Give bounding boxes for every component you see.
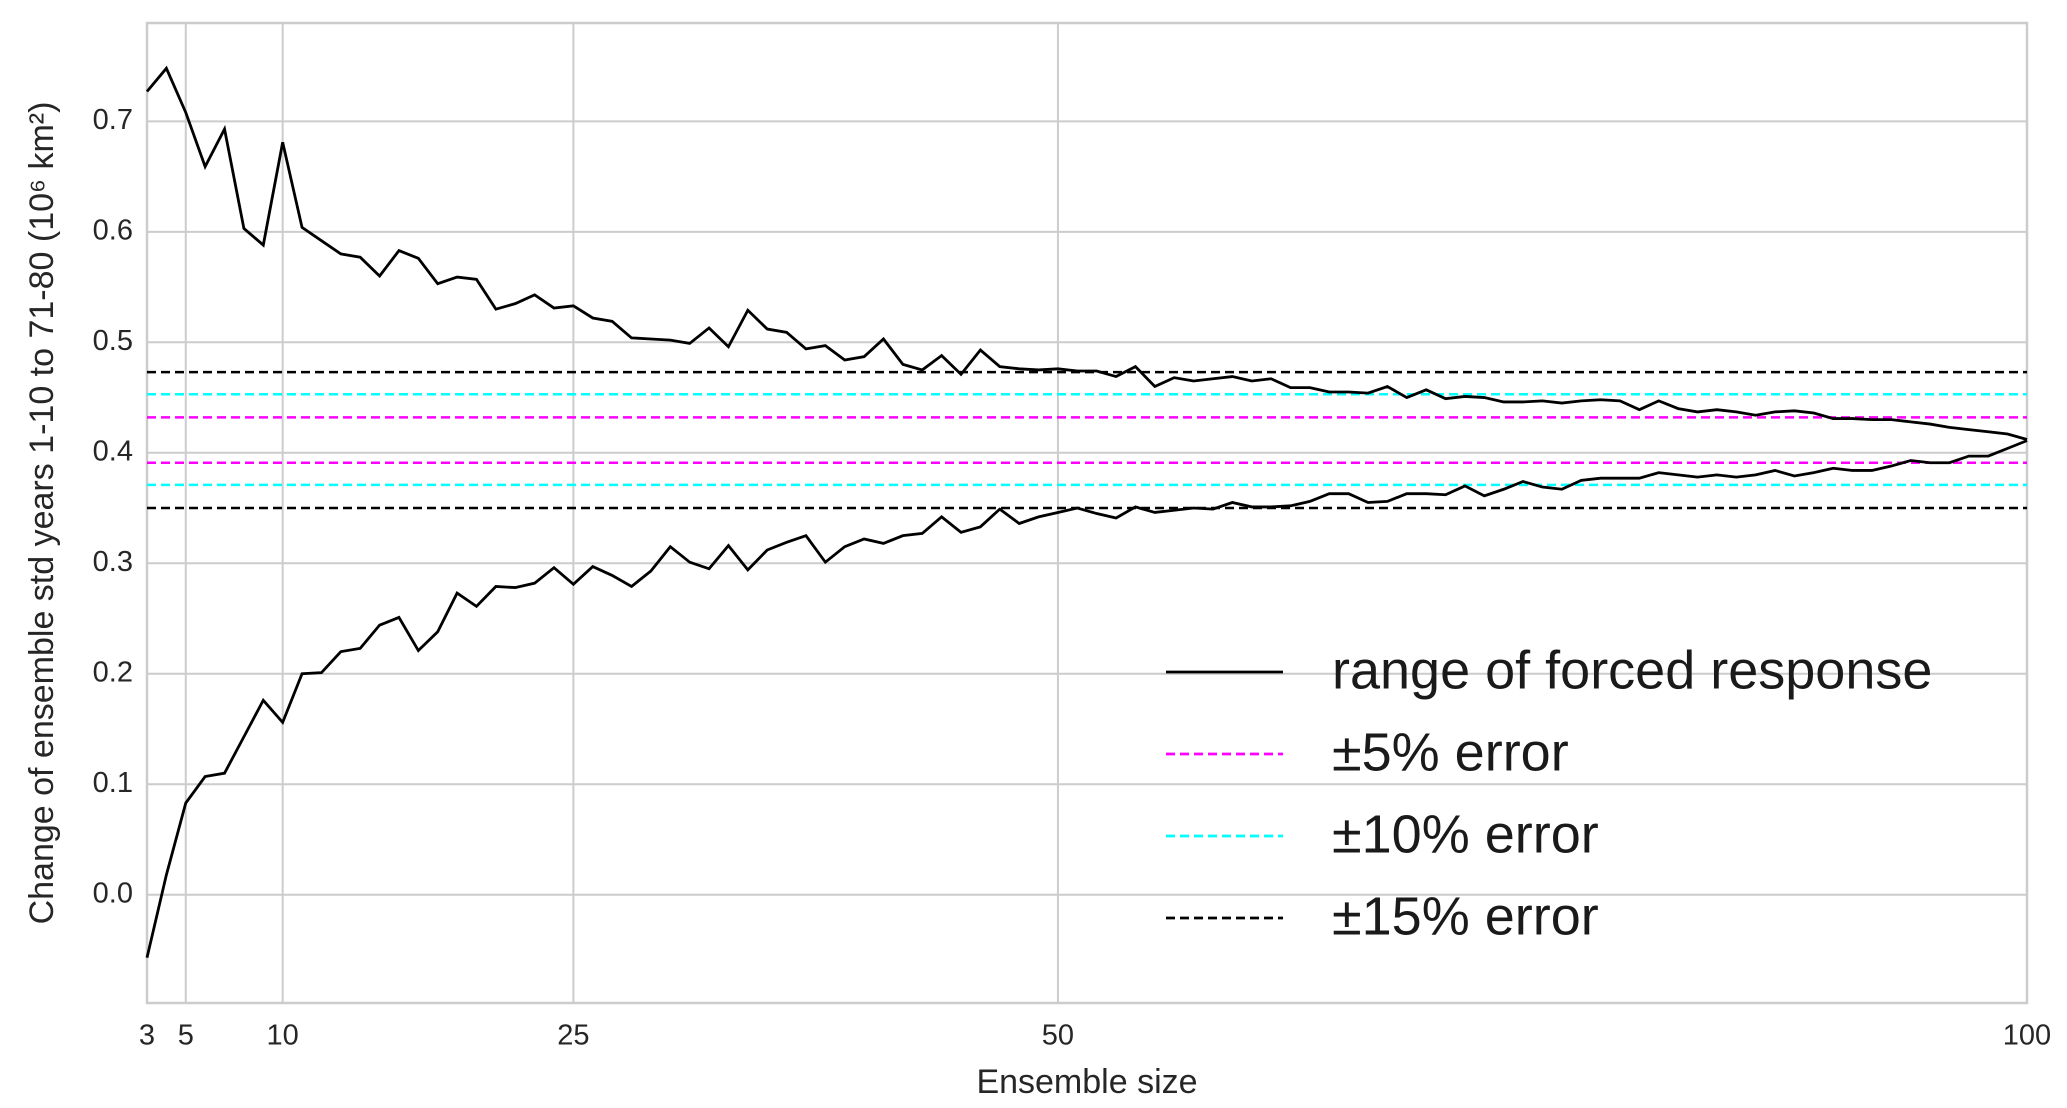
legend-label: ±5% error [1332, 722, 1569, 782]
y-tick-label: 0.2 [93, 656, 133, 688]
series-line [145, 439, 2028, 959]
legend-label: ±15% error [1332, 886, 1599, 946]
y-tick-label: 0.1 [93, 767, 133, 799]
x-tick-label: 10 [267, 1020, 299, 1052]
x-tick-label: 3 [139, 1020, 155, 1052]
y-tick-label: 0.7 [93, 104, 133, 136]
plot-frame [145, 21, 2029, 1005]
y-tick-label: 0.4 [93, 435, 133, 467]
y-tick-label: 0.0 [93, 877, 133, 909]
legend: range of forced response ±5% error ±10% er… [1166, 640, 1932, 946]
y-tick-label: 0.5 [93, 325, 133, 357]
y-axis-label: Change of ensemble std years 1-10 to 71-… [23, 102, 61, 925]
x-tick-label: 50 [1042, 1020, 1074, 1052]
x-tick-label: 5 [178, 1020, 194, 1052]
legend-label: ±10% error [1332, 804, 1599, 864]
y-tick-label: 0.3 [93, 546, 133, 578]
series-line [145, 65, 2028, 441]
legend-label: range of forced response [1332, 640, 1932, 700]
x-axis-label: Ensemble size [976, 1063, 1197, 1101]
x-tick-label: 100 [2003, 1020, 2051, 1052]
x-tick-label: 25 [557, 1020, 589, 1052]
y-tick-label: 0.6 [93, 214, 133, 246]
